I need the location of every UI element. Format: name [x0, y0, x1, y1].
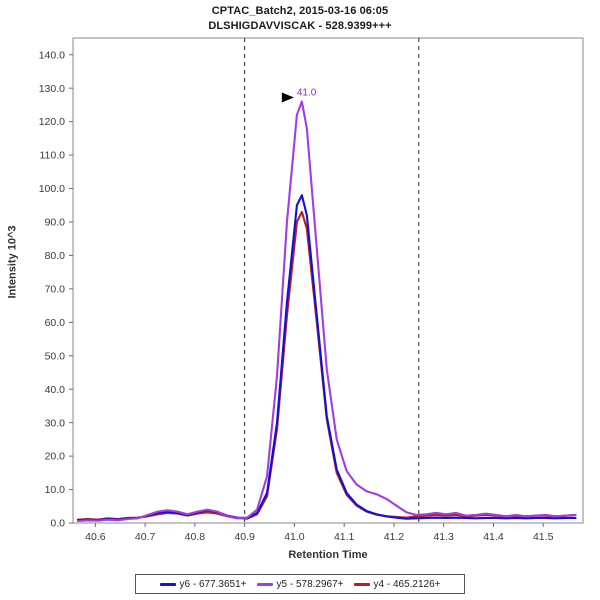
legend-item-1[interactable]: y5 - 578.2967+: [256, 578, 344, 590]
y-axis-tick-label: 70.0: [45, 283, 66, 295]
series-line-y5[interactable]: [76, 100, 577, 523]
y-axis-tick-label: 30.0: [45, 417, 66, 429]
y-axis-tick-label: 0.0: [50, 518, 65, 530]
x-axis-tick-label: 41.4: [483, 531, 504, 543]
y-axis-tick-label: 90.0: [45, 217, 66, 229]
y-axis-tick-label: 10.0: [45, 484, 66, 496]
y-axis-tick-label: 40.0: [45, 384, 66, 396]
y-axis-tick-label: 110.0: [40, 150, 66, 162]
legend[interactable]: y6 - 677.3651+ y5 - 578.2967+ y4 - 465.212…: [135, 574, 465, 594]
chart-title-line-2: DLSHIGDAVVISCAK - 528.9399+++: [208, 20, 392, 32]
legend-item-2[interactable]: y4 - 465.2126+: [353, 578, 441, 590]
peak-apex-marker-icon: [281, 92, 294, 103]
peak-apex-label: 41.0: [297, 88, 317, 99]
legend-item-label: y5 - 578.2967+: [276, 578, 344, 590]
legend-item-0[interactable]: y6 - 677.3651+: [159, 578, 247, 590]
x-axis-tick-label: 40.9: [234, 531, 255, 543]
y-axis-tick-label: 20.0: [45, 451, 66, 463]
x-axis-tick-label: 40.8: [185, 531, 206, 543]
x-axis-tick-label: 41.2: [384, 531, 405, 543]
y-axis-tick-label: 80.0: [45, 250, 66, 262]
y-axis-tick-label: 100.0: [39, 183, 65, 195]
y-axis-tick-label: 130.0: [39, 83, 65, 95]
legend-item-label: y4 - 465.2126+: [373, 578, 441, 590]
y-axis-tick-label: 120.0: [39, 116, 65, 128]
y-axis-tick-label: 60.0: [45, 317, 66, 329]
y-axis-tick-label: 50.0: [45, 350, 66, 362]
plot-frame: [72, 37, 584, 524]
x-axis-tick-label: 40.6: [85, 531, 106, 543]
x-axis-tick-label: 41.1: [334, 531, 355, 543]
legend-swatch-icon: [256, 582, 273, 586]
x-axis-tick-label: 41.3: [433, 531, 454, 543]
x-axis-tick-label: 41.5: [533, 531, 554, 543]
series-line-y6[interactable]: [76, 194, 577, 522]
chart-title: CPTAC_Batch2, 2015-03-16 06:05 DLSHIGDAV…: [0, 4, 600, 34]
x-axis-tick-label: 40.7: [135, 531, 156, 543]
legend-swatch-icon: [159, 582, 176, 586]
y-axis-tick-label: 140.0: [39, 49, 65, 61]
legend-swatch-icon: [353, 582, 370, 586]
legend-item-label: y6 - 677.3651+: [179, 578, 247, 590]
chart-title-line-1: CPTAC_Batch2, 2015-03-16 06:05: [211, 5, 389, 17]
x-axis-title: Retention Time: [288, 549, 368, 561]
x-axis-tick-label: 41.0: [284, 531, 305, 543]
